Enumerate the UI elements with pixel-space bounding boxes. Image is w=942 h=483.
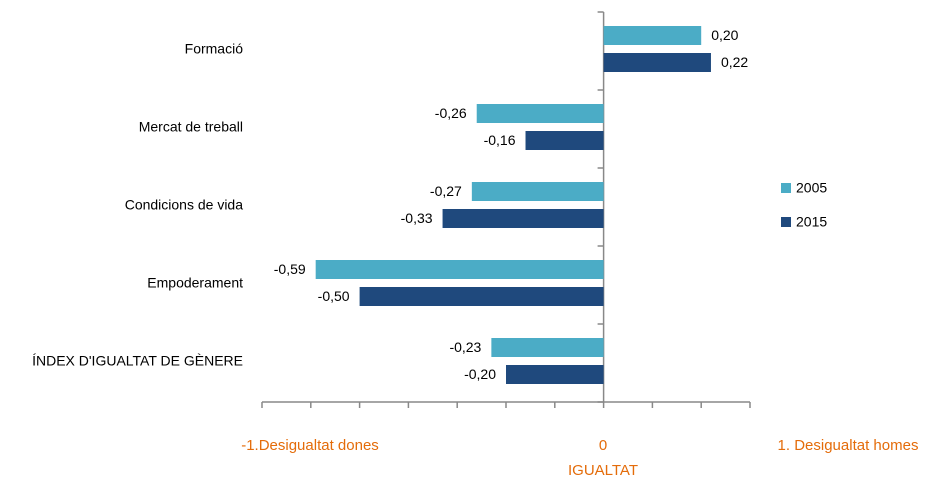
bar: [315, 260, 604, 279]
bar: [491, 338, 604, 357]
bar: [442, 209, 604, 228]
value-label: -0,33: [401, 210, 433, 226]
value-label: 0,20: [711, 27, 738, 43]
bar: [603, 26, 702, 45]
y-tick-label: Condicions de vida: [125, 197, 244, 213]
bar: [525, 131, 604, 150]
value-label: -0,59: [274, 261, 306, 277]
bar: [359, 287, 604, 306]
legend-swatch: [781, 183, 791, 193]
value-label: -0,27: [430, 183, 462, 199]
y-tick-label: ÍNDEX D'IGUALTAT DE GÈNERE: [32, 353, 243, 369]
y-tick-label: Formació: [185, 41, 244, 57]
bar: [603, 53, 711, 72]
x-axis-label: IGUALTAT: [568, 462, 638, 479]
x-annotation: 1. Desigualtat homes: [778, 437, 919, 454]
value-label: -0,26: [435, 105, 467, 121]
legend-label: 2015: [796, 214, 827, 230]
value-label: -0,20: [464, 366, 496, 382]
y-tick-label: Empoderament: [147, 275, 243, 291]
bar: [506, 365, 604, 384]
legend-swatch: [781, 217, 791, 227]
x-annotation: 0: [599, 437, 607, 454]
x-annotation: -1.Desigualtat dones: [241, 437, 379, 454]
legend-label: 2005: [796, 180, 827, 196]
y-tick-label: Mercat de treball: [139, 119, 243, 135]
bar: [476, 104, 604, 123]
value-label: -0,50: [318, 288, 350, 304]
value-label: -0,23: [449, 339, 481, 355]
bar: [471, 182, 604, 201]
value-label: 0,22: [721, 54, 748, 70]
value-label: -0,16: [484, 132, 516, 148]
